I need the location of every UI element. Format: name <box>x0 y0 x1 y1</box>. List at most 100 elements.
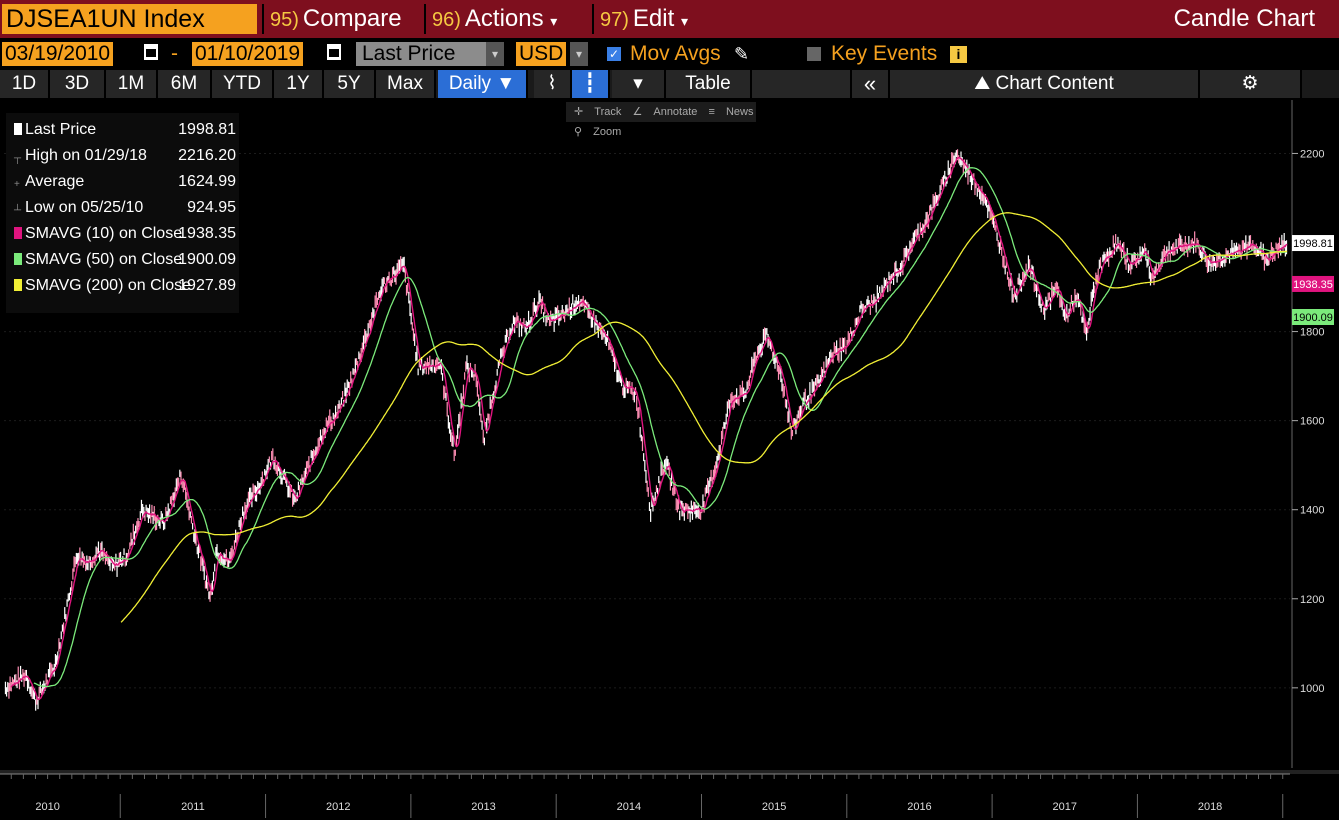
start-calendar-icon[interactable] <box>144 44 158 60</box>
actions-button[interactable]: 96) Actions ▾ <box>424 4 590 34</box>
legend-label: High on 01/29/18 <box>25 147 147 164</box>
info-icon[interactable]: i <box>950 46 967 63</box>
sma200-line <box>120 212 1288 623</box>
last-value-tag <box>1292 235 1334 252</box>
y-tick-label: 1800 <box>1300 327 1324 339</box>
last-value-label: 1900.09 <box>1293 312 1333 324</box>
chart-content-icon: ⛰ <box>974 73 996 94</box>
compare-number: 95) <box>270 9 299 31</box>
legend-swatch-icon <box>14 227 22 239</box>
key-events-checkbox[interactable] <box>807 47 821 61</box>
legend-high-marker-icon: ┬ <box>14 153 22 164</box>
currency-chevron-down-icon[interactable]: ▾ <box>570 42 588 66</box>
x-tick-label: 2012 <box>326 801 350 813</box>
tab-1m[interactable]: 1M <box>106 70 158 98</box>
line-chart-icon[interactable]: ⌇ <box>534 70 572 98</box>
tab-ytd[interactable]: YTD <box>212 70 274 98</box>
actions-number: 96) <box>432 9 461 31</box>
gear-icon[interactable]: ⚙ <box>1200 70 1302 98</box>
legend-value: 1938.35 <box>178 225 236 242</box>
zoom-button[interactable]: ⚲ Zoom <box>574 126 622 138</box>
tab-6m[interactable]: 6M <box>158 70 212 98</box>
toolbar-spacer <box>752 70 852 98</box>
legend-swatch-icon <box>14 279 22 291</box>
x-tick-label: 2013 <box>471 801 495 813</box>
legend-value: 1624.99 <box>178 173 236 190</box>
key-events-label[interactable]: Key Events <box>831 42 938 65</box>
tab-5y[interactable]: 5Y <box>324 70 376 98</box>
legend-sma200: SMAVG (200) on Close 1927.89 <box>14 274 236 298</box>
y-tick-label: 1200 <box>1300 594 1324 606</box>
last-value-tag <box>1292 308 1334 325</box>
x-tick-label: 2011 <box>181 801 205 813</box>
price-chart[interactable]: 1000 1200 1400 1600 1800 2200 2010 2011 2012 2013… <box>0 100 1339 820</box>
track-label: Track <box>594 106 622 118</box>
collapse-icon[interactable]: « <box>852 70 890 98</box>
x-axis-band <box>0 770 1339 774</box>
x-tick-label: 2017 <box>1053 801 1077 813</box>
header-bar: DJSEA1UN Index 95) Compare 96) Actions ▾ 9… <box>0 0 1339 38</box>
last-value-tag <box>1292 275 1334 292</box>
currency-select[interactable]: USD <box>516 42 567 66</box>
last-value-label: 1998.81 <box>1293 238 1333 250</box>
x-tick-label: 2010 <box>35 801 59 813</box>
legend-value: 1927.89 <box>178 277 236 294</box>
x-tick-label: 2016 <box>907 801 931 813</box>
edit-button[interactable]: 97) Edit ▾ <box>592 4 718 34</box>
news-button[interactable]: ≡ News <box>708 106 754 118</box>
mov-avgs-checkbox[interactable]: ✓ <box>607 47 621 61</box>
legend-swatch-icon <box>14 123 22 135</box>
end-calendar-icon[interactable] <box>327 44 341 60</box>
tab-3d[interactable]: 3D <box>50 70 106 98</box>
legend-average-marker-icon: + <box>14 179 20 190</box>
legend-low-marker-icon: ┴ <box>14 205 22 216</box>
compare-button[interactable]: 95) Compare <box>262 4 422 34</box>
news-label: News <box>725 106 754 118</box>
legend-label: Last Price <box>25 121 97 138</box>
tab-1y[interactable]: 1Y <box>274 70 324 98</box>
sma10-line <box>10 156 1288 701</box>
candle-chart-icon[interactable]: ┇ <box>572 70 610 98</box>
x-tick-label: 2018 <box>1198 801 1222 813</box>
chart-content-button[interactable]: ⛰ Chart Content <box>890 70 1200 98</box>
y-tick-label: 1600 <box>1300 416 1324 428</box>
annotate-button[interactable]: ∠ Annotate <box>632 106 698 118</box>
sma50-line <box>33 167 1288 688</box>
tab-1d[interactable]: 1D <box>0 70 50 98</box>
x-tick-label: 2014 <box>617 801 641 813</box>
actions-label: Actions <box>464 5 544 32</box>
pencil-icon[interactable]: ✎ <box>734 44 750 64</box>
annotate-label: Annotate <box>653 106 698 118</box>
tab-max[interactable]: Max <box>376 70 436 98</box>
legend-label: SMAVG (10) on Close <box>25 225 183 242</box>
edit-chevron-down-icon: ▾ <box>680 13 688 29</box>
track-button[interactable]: ✛ Track <box>574 106 622 118</box>
table-button[interactable]: Table <box>666 70 752 98</box>
start-date-field[interactable]: 03/19/2010 <box>2 42 114 66</box>
price-field-chevron-down-icon[interactable]: ▾ <box>486 42 504 66</box>
control-bar: 03/19/2010 - 01/10/2019 Last Price ▾ USD… <box>0 38 1339 68</box>
legend-label: SMAVG (50) on Close <box>25 251 183 268</box>
legend-value: 1900.09 <box>178 251 236 268</box>
y-tick-label: 2200 <box>1300 148 1324 160</box>
range-toolbar: 1D 3D 1M 6M YTD 1Y 5Y Max Daily ▼ ⌇ ┇ ▾ … <box>0 70 1339 98</box>
legend-swatch-icon <box>14 253 22 265</box>
zoom-label: Zoom <box>593 126 622 138</box>
x-tick-label: 2015 <box>762 801 786 813</box>
legend-value: 924.95 <box>187 199 236 216</box>
price-field-select[interactable]: Last Price <box>356 42 486 66</box>
end-date-field[interactable]: 01/10/2019 <box>192 42 304 66</box>
chart-mini-toolbar: ✛ Track ∠ Annotate ≡ News ⚲ Zoom <box>566 102 756 138</box>
compare-label: Compare <box>302 5 402 32</box>
edit-label: Edit <box>632 5 675 32</box>
mov-avgs-label[interactable]: Mov Avgs <box>630 42 721 65</box>
legend-value: 1998.81 <box>178 121 236 138</box>
legend-label: SMAVG (200) on Close <box>25 277 191 294</box>
frequency-select[interactable]: Daily ▼ <box>438 70 528 98</box>
chart-style-chevron-down-icon[interactable]: ▾ <box>612 70 666 98</box>
ticker-field[interactable]: DJSEA1UN Index <box>2 4 257 34</box>
chart-legend: Last Price 1998.81 ┬ High on 01/29/18 2216.… <box>6 113 239 313</box>
y-tick-label: 1000 <box>1300 683 1324 695</box>
legend-label: Low on 05/25/10 <box>25 199 144 216</box>
legend-last-price: Last Price 1998.81 <box>14 118 236 142</box>
